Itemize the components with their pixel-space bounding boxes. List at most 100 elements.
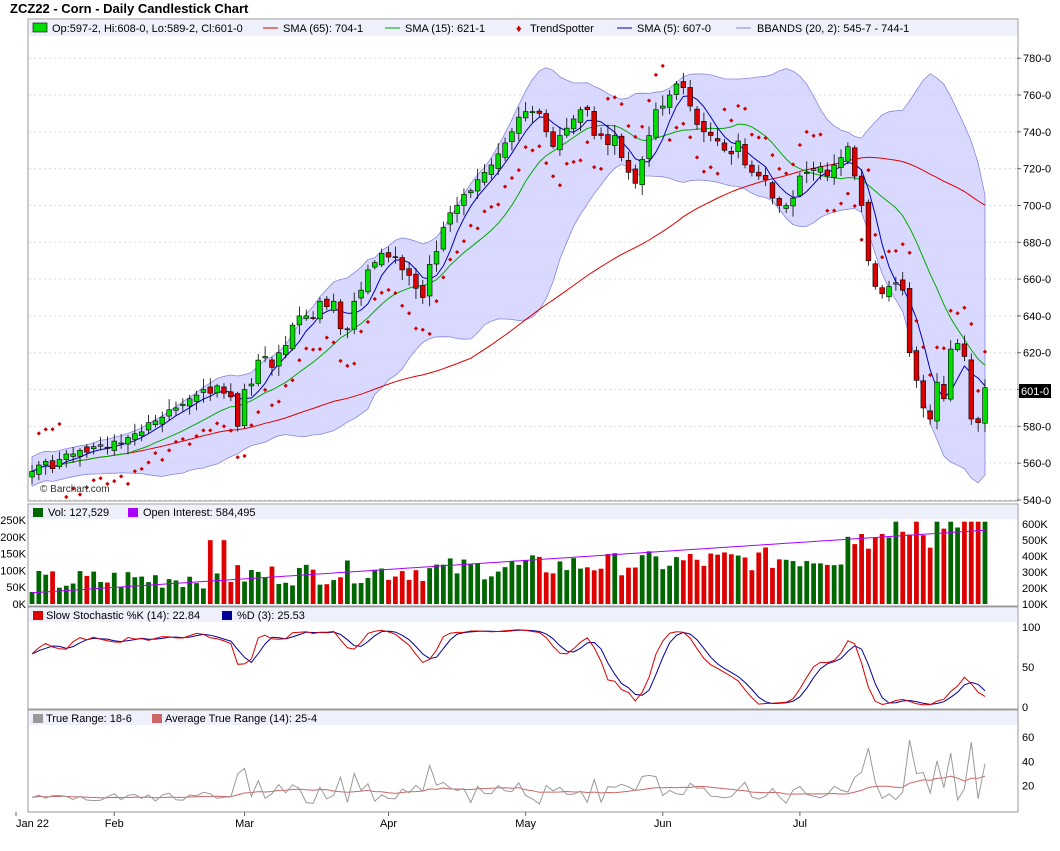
volume-bar (420, 580, 426, 604)
trendspotter-dot (468, 223, 473, 228)
atr-legend: Average True Range (14): 25-4 (165, 713, 317, 725)
volume-bar (214, 573, 220, 604)
trendspotter-dot (838, 201, 844, 206)
volume-bar (818, 563, 823, 604)
candle-body (687, 87, 693, 107)
trendspotter-dot (256, 410, 261, 415)
volume-bar (982, 521, 988, 604)
volume-left-tick: 100K (0, 565, 26, 577)
trendspotter-dot (845, 191, 850, 196)
volume-bar (584, 567, 590, 604)
volume-bar (591, 570, 597, 604)
candle-body (728, 151, 735, 155)
volume-bar (105, 582, 110, 604)
candle-body (625, 160, 632, 173)
candle-body (646, 135, 652, 159)
trendspotter-dot (310, 347, 316, 352)
candle-body (420, 285, 426, 298)
volume-bar (461, 559, 467, 604)
candle-body (488, 164, 495, 175)
candle-body (310, 317, 316, 319)
volume-bar (249, 570, 254, 604)
trendspotter-dot (777, 166, 782, 172)
candle-body (749, 164, 755, 173)
trendspotter-dot (770, 152, 775, 158)
volume-bar (276, 583, 282, 604)
true-range-line (31, 740, 986, 805)
volume-bar (331, 580, 337, 604)
volume-bar (180, 587, 186, 604)
trendspotter-dot (379, 290, 384, 295)
trendspotter-legend: TrendSpotter (530, 23, 594, 35)
candle-body (63, 453, 69, 460)
price-tick-label: 720-0 (1023, 164, 1051, 176)
volume-right-tick: 500K (1022, 535, 1048, 547)
sma65-legend: SMA (65): 704-1 (283, 23, 363, 35)
volume-bar (907, 534, 912, 604)
candle-body (639, 159, 645, 185)
volume-bar (379, 568, 385, 604)
volume-bar (948, 521, 954, 604)
candle-body (783, 205, 789, 209)
trendspotter-dot (530, 148, 535, 153)
volume-bar (530, 555, 535, 604)
volume-bar (564, 570, 570, 604)
volume-bar (166, 579, 172, 604)
volume-bar (968, 521, 974, 604)
volume-bar (920, 535, 926, 604)
trendspotter-dot (475, 226, 480, 231)
trendspotter-dot (749, 132, 755, 137)
trendspotter-dot (269, 403, 275, 408)
trendspotter-dot (598, 166, 604, 172)
trendspotter-dot (982, 349, 988, 354)
volume-bar (886, 537, 892, 604)
volume-bar (434, 564, 439, 604)
trendspotter-dot (564, 161, 569, 166)
volume-bar (824, 564, 830, 604)
volume-bar (475, 563, 481, 604)
candle-body (666, 94, 673, 108)
volume-bar (29, 591, 35, 604)
candle-body (522, 111, 529, 119)
price-axis: 780-0 760-0 740-0 720-0 700-0 680-0 660-0 640-0… (1017, 53, 1051, 507)
volume-bar (495, 571, 501, 604)
candle-body (173, 407, 179, 411)
volume-bar (187, 576, 193, 604)
candle-body (221, 386, 227, 394)
trendspotter-dot (194, 434, 199, 439)
candle-body (701, 121, 707, 133)
true-range-panel (27, 709, 1019, 813)
volume-bar (228, 581, 234, 604)
volume-bar (63, 585, 69, 604)
candle-body (330, 300, 337, 311)
volume-bar (201, 588, 206, 604)
trendspotter-dot (907, 250, 912, 255)
volume-bar (468, 564, 474, 604)
trendspotter-dot (454, 250, 460, 255)
volume-bar (221, 540, 227, 604)
volume-bar (159, 587, 165, 604)
ohlc-legend: Op:597-2, Hi:608-0, Lo:589-2, Cl:601-0 (52, 23, 243, 35)
trendspotter-dot (393, 291, 398, 296)
volume-bar (701, 565, 707, 604)
trendspotter-dot (297, 358, 302, 363)
candle-body (29, 471, 35, 478)
volume-bar (269, 566, 275, 604)
volume-bar (91, 571, 97, 604)
candle-body (43, 461, 49, 466)
volume-bar (125, 572, 131, 604)
stoch-k-legend: Slow Stochastic %K (14): 22.84 (46, 610, 200, 622)
candle-body (927, 410, 933, 420)
volume-bar (207, 540, 213, 604)
candle-body (241, 389, 248, 427)
trendspotter-dot (365, 319, 371, 325)
volume-bar (132, 577, 138, 604)
trendspotter-dot (694, 155, 700, 160)
candle-body (653, 109, 659, 138)
candle-body (769, 182, 776, 199)
trendspotter-dot (667, 137, 672, 143)
volume-bar (98, 582, 103, 604)
candle-body (564, 127, 570, 136)
candle-body (762, 175, 769, 180)
volume-axis: 250K 200K 150K 100K 50K 0K 600K 500K 400K 300K 200… (0, 515, 1048, 611)
